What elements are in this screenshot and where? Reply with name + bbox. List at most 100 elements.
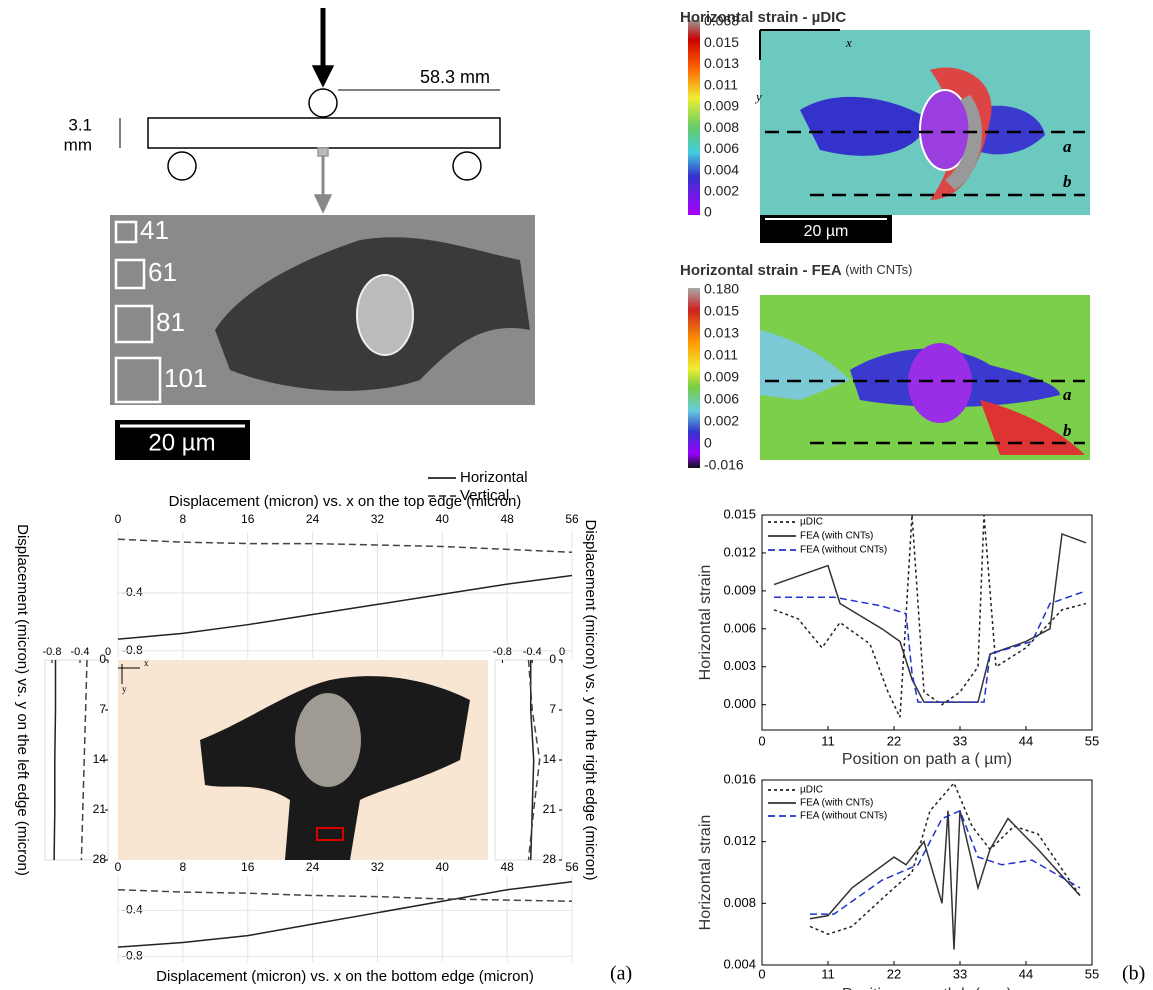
legend-label: µDIC: [800, 785, 823, 796]
y-tick-label: 0: [549, 652, 556, 666]
x-tick-label: 11: [821, 733, 835, 748]
y-tick-label: 0.000: [723, 696, 756, 711]
colorbar-label: 0.006: [704, 391, 739, 407]
series-line: [773, 532, 1087, 703]
colorbar-label: 0.180: [704, 281, 739, 297]
series-line: [774, 590, 1087, 703]
fea-title-note: (with CNTs): [845, 262, 912, 277]
mid-axis-x: x: [144, 658, 149, 668]
x-tick-label: 0: [115, 512, 122, 526]
y-tick-label: 28: [543, 852, 557, 866]
x-tick-label: 40: [436, 860, 450, 874]
udic-path-b: b: [1063, 172, 1072, 191]
udic-scale: 20 µm: [804, 223, 849, 240]
fea-title-main: Horizontal strain - FEA: [680, 262, 842, 279]
x-tick-label: 48: [500, 512, 514, 526]
y-tick-label: -0.8: [122, 643, 143, 657]
colorbar-label: 0.068: [704, 13, 739, 29]
series-line: [118, 538, 572, 554]
fea-map: [760, 295, 1090, 460]
y-axis-label: Horizontal strain: [697, 815, 714, 931]
legend-label: FEA (without CNTs): [800, 545, 887, 556]
y-tick-label: 28: [93, 852, 107, 866]
series-line: [809, 810, 1081, 950]
subset-label: 101: [164, 363, 207, 393]
x-tick-label: -0.4: [523, 646, 542, 658]
chart-title: Displacement (micron) vs. x on the botto…: [156, 968, 534, 985]
x-tick-label: 0: [758, 733, 765, 748]
colorbar-label: 0.015: [704, 34, 739, 50]
y-tick-label: -0.4: [122, 903, 143, 917]
y-tick-label: 0.009: [723, 582, 756, 597]
y-tick-label: 0: [99, 652, 106, 666]
y-tick-label: 14: [543, 752, 557, 766]
y-tick-label: 21: [93, 802, 107, 816]
thickness-label: 3.1: [68, 115, 92, 134]
x-tick-label: 24: [306, 860, 320, 874]
x-tick-label: 0: [115, 860, 122, 874]
series-line: [80, 659, 88, 861]
colorbar-label: 0.009: [704, 98, 739, 114]
fea-title: Horizontal strain - FEA (with CNTs): [680, 262, 912, 279]
y-tick-label: 0.008: [723, 895, 756, 910]
colorbar-label: 0.006: [704, 140, 739, 156]
x-tick-label: 11: [821, 966, 835, 981]
x-tick-label: 55: [1085, 966, 1099, 981]
x-tick-label: 55: [1085, 733, 1099, 748]
sem-scale: 20 µm: [148, 429, 215, 456]
colorbar-label: 0.009: [704, 369, 739, 385]
udic-axis-y: y: [754, 89, 762, 104]
panel-label-b: (b): [1122, 963, 1145, 985]
y-tick-label: 0.006: [723, 620, 756, 635]
series-line: [527, 659, 541, 861]
colorbar-label: 0.013: [704, 325, 739, 341]
fea-colorbar: [688, 288, 700, 468]
x-tick-label: -0.8: [43, 646, 62, 658]
colorbar-label: 0.008: [704, 119, 739, 135]
y-tick-label: 14: [93, 752, 107, 766]
x-tick-label: 32: [371, 512, 385, 526]
x-tick-label: 33: [953, 733, 967, 748]
x-tick-label: 22: [887, 733, 901, 748]
colorbar-label: 0.013: [704, 55, 739, 71]
y-tick-label: 0.012: [723, 833, 756, 848]
colorbar-label: 0.015: [704, 303, 739, 319]
colorbar-label: 0: [704, 435, 712, 451]
y-tick-label: -0.4: [122, 585, 143, 599]
x-tick-label: -0.8: [493, 646, 512, 658]
x-tick-label: 32: [371, 860, 385, 874]
chart-title: Displacement (micron) vs. y on the right…: [582, 520, 599, 881]
colorbar-label: 0.002: [704, 413, 739, 429]
y-axis-label: Horizontal strain: [697, 565, 714, 681]
x-tick-label: 48: [500, 860, 514, 874]
colorbar-label: -0.016: [704, 457, 744, 473]
colorbar-label: 0.004: [704, 161, 739, 177]
legend-label: µDIC: [800, 517, 823, 528]
udic-map: [760, 30, 1090, 215]
subset-label: 61: [148, 257, 177, 287]
x-tick-label: 44: [1019, 733, 1033, 748]
legend-label: FEA (with CNTs): [800, 531, 873, 542]
subset-box: [114, 304, 154, 344]
subset-box: [114, 258, 146, 290]
udic-colorbar: [688, 20, 700, 215]
series-line: [53, 660, 57, 861]
schematic: [119, 8, 501, 214]
colorbar-label: 0.011: [704, 76, 738, 92]
x-tick-label: -0.4: [71, 646, 90, 658]
legend-label: FEA (without CNTs): [800, 811, 887, 822]
x-tick-label: 40: [436, 512, 450, 526]
y-tick-label: 0.015: [723, 506, 756, 521]
chart-title: Displacement (micron) vs. x on the top e…: [169, 493, 522, 510]
series-line: [118, 889, 572, 902]
mid-image: [118, 660, 488, 860]
subset-label: 81: [156, 307, 185, 337]
plot-frame: [761, 514, 1093, 731]
span-label: 58.3 mm: [420, 67, 490, 87]
colorbar-label: 0: [704, 204, 712, 220]
chart-title: Displacement (micron) vs. y on the left …: [14, 524, 31, 876]
series-line: [118, 574, 572, 640]
udic-title: Horizontal strain - µDIC: [680, 9, 846, 26]
x-tick-label: 16: [241, 860, 255, 874]
colorbar-label: 0.011: [704, 347, 738, 363]
